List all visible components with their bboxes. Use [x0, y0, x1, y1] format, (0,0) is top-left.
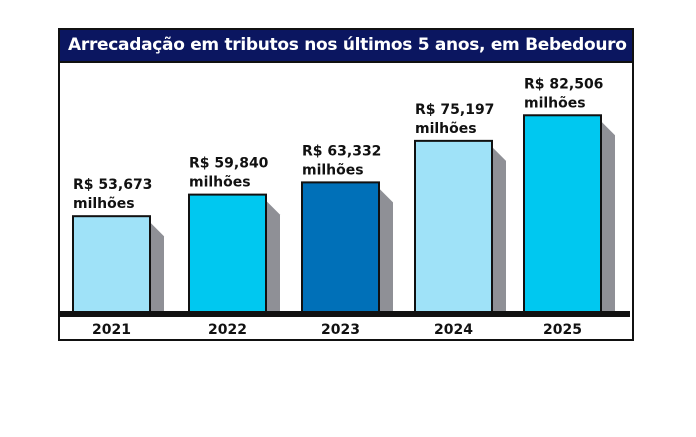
data-label-value-2023: R$ 63,332 — [302, 143, 381, 159]
x-tick-label-2021: 2021 — [92, 322, 131, 338]
bar-shadow-2021 — [150, 222, 164, 312]
data-label-value-2021: R$ 53,673 — [73, 177, 152, 193]
bar-2022 — [188, 193, 267, 313]
x-tick-label-2023: 2023 — [321, 322, 360, 338]
bar-2023 — [301, 181, 380, 313]
data-label-unit-2024: milhões — [415, 121, 477, 137]
x-tick-label-2024: 2024 — [434, 322, 473, 338]
data-label-value-2025: R$ 82,506 — [524, 76, 603, 92]
bar-shadow-2023 — [379, 188, 393, 312]
bar-shadow-2022 — [266, 200, 280, 312]
chart-frame: R$ 53,673 milhões 2021 R$ 59,840 milhões 2022… — [58, 28, 634, 341]
data-label-unit-2022: milhões — [189, 175, 251, 191]
bar-2024 — [414, 139, 493, 313]
bar-2025 — [523, 114, 602, 313]
bar-chart: R$ 53,673 milhões 2021 R$ 59,840 milhões 2022… — [60, 76, 630, 338]
data-label-value-2022: R$ 59,840 — [189, 156, 269, 172]
data-label-unit-2023: milhões — [302, 162, 364, 178]
x-tick-label-2025: 2025 — [543, 322, 582, 338]
bar-2021 — [72, 215, 151, 313]
data-label-unit-2021: milhões — [73, 196, 135, 212]
chart-title: Arrecadação em tributos nos últimos 5 an… — [60, 30, 632, 63]
baseline-axis — [60, 311, 630, 317]
data-label-unit-2025: milhões — [524, 95, 586, 111]
bar-shadow-2024 — [492, 146, 506, 312]
x-tick-label-2022: 2022 — [208, 322, 247, 338]
bar-shadow-2025 — [601, 121, 615, 313]
data-label-value-2024: R$ 75,197 — [415, 102, 494, 118]
